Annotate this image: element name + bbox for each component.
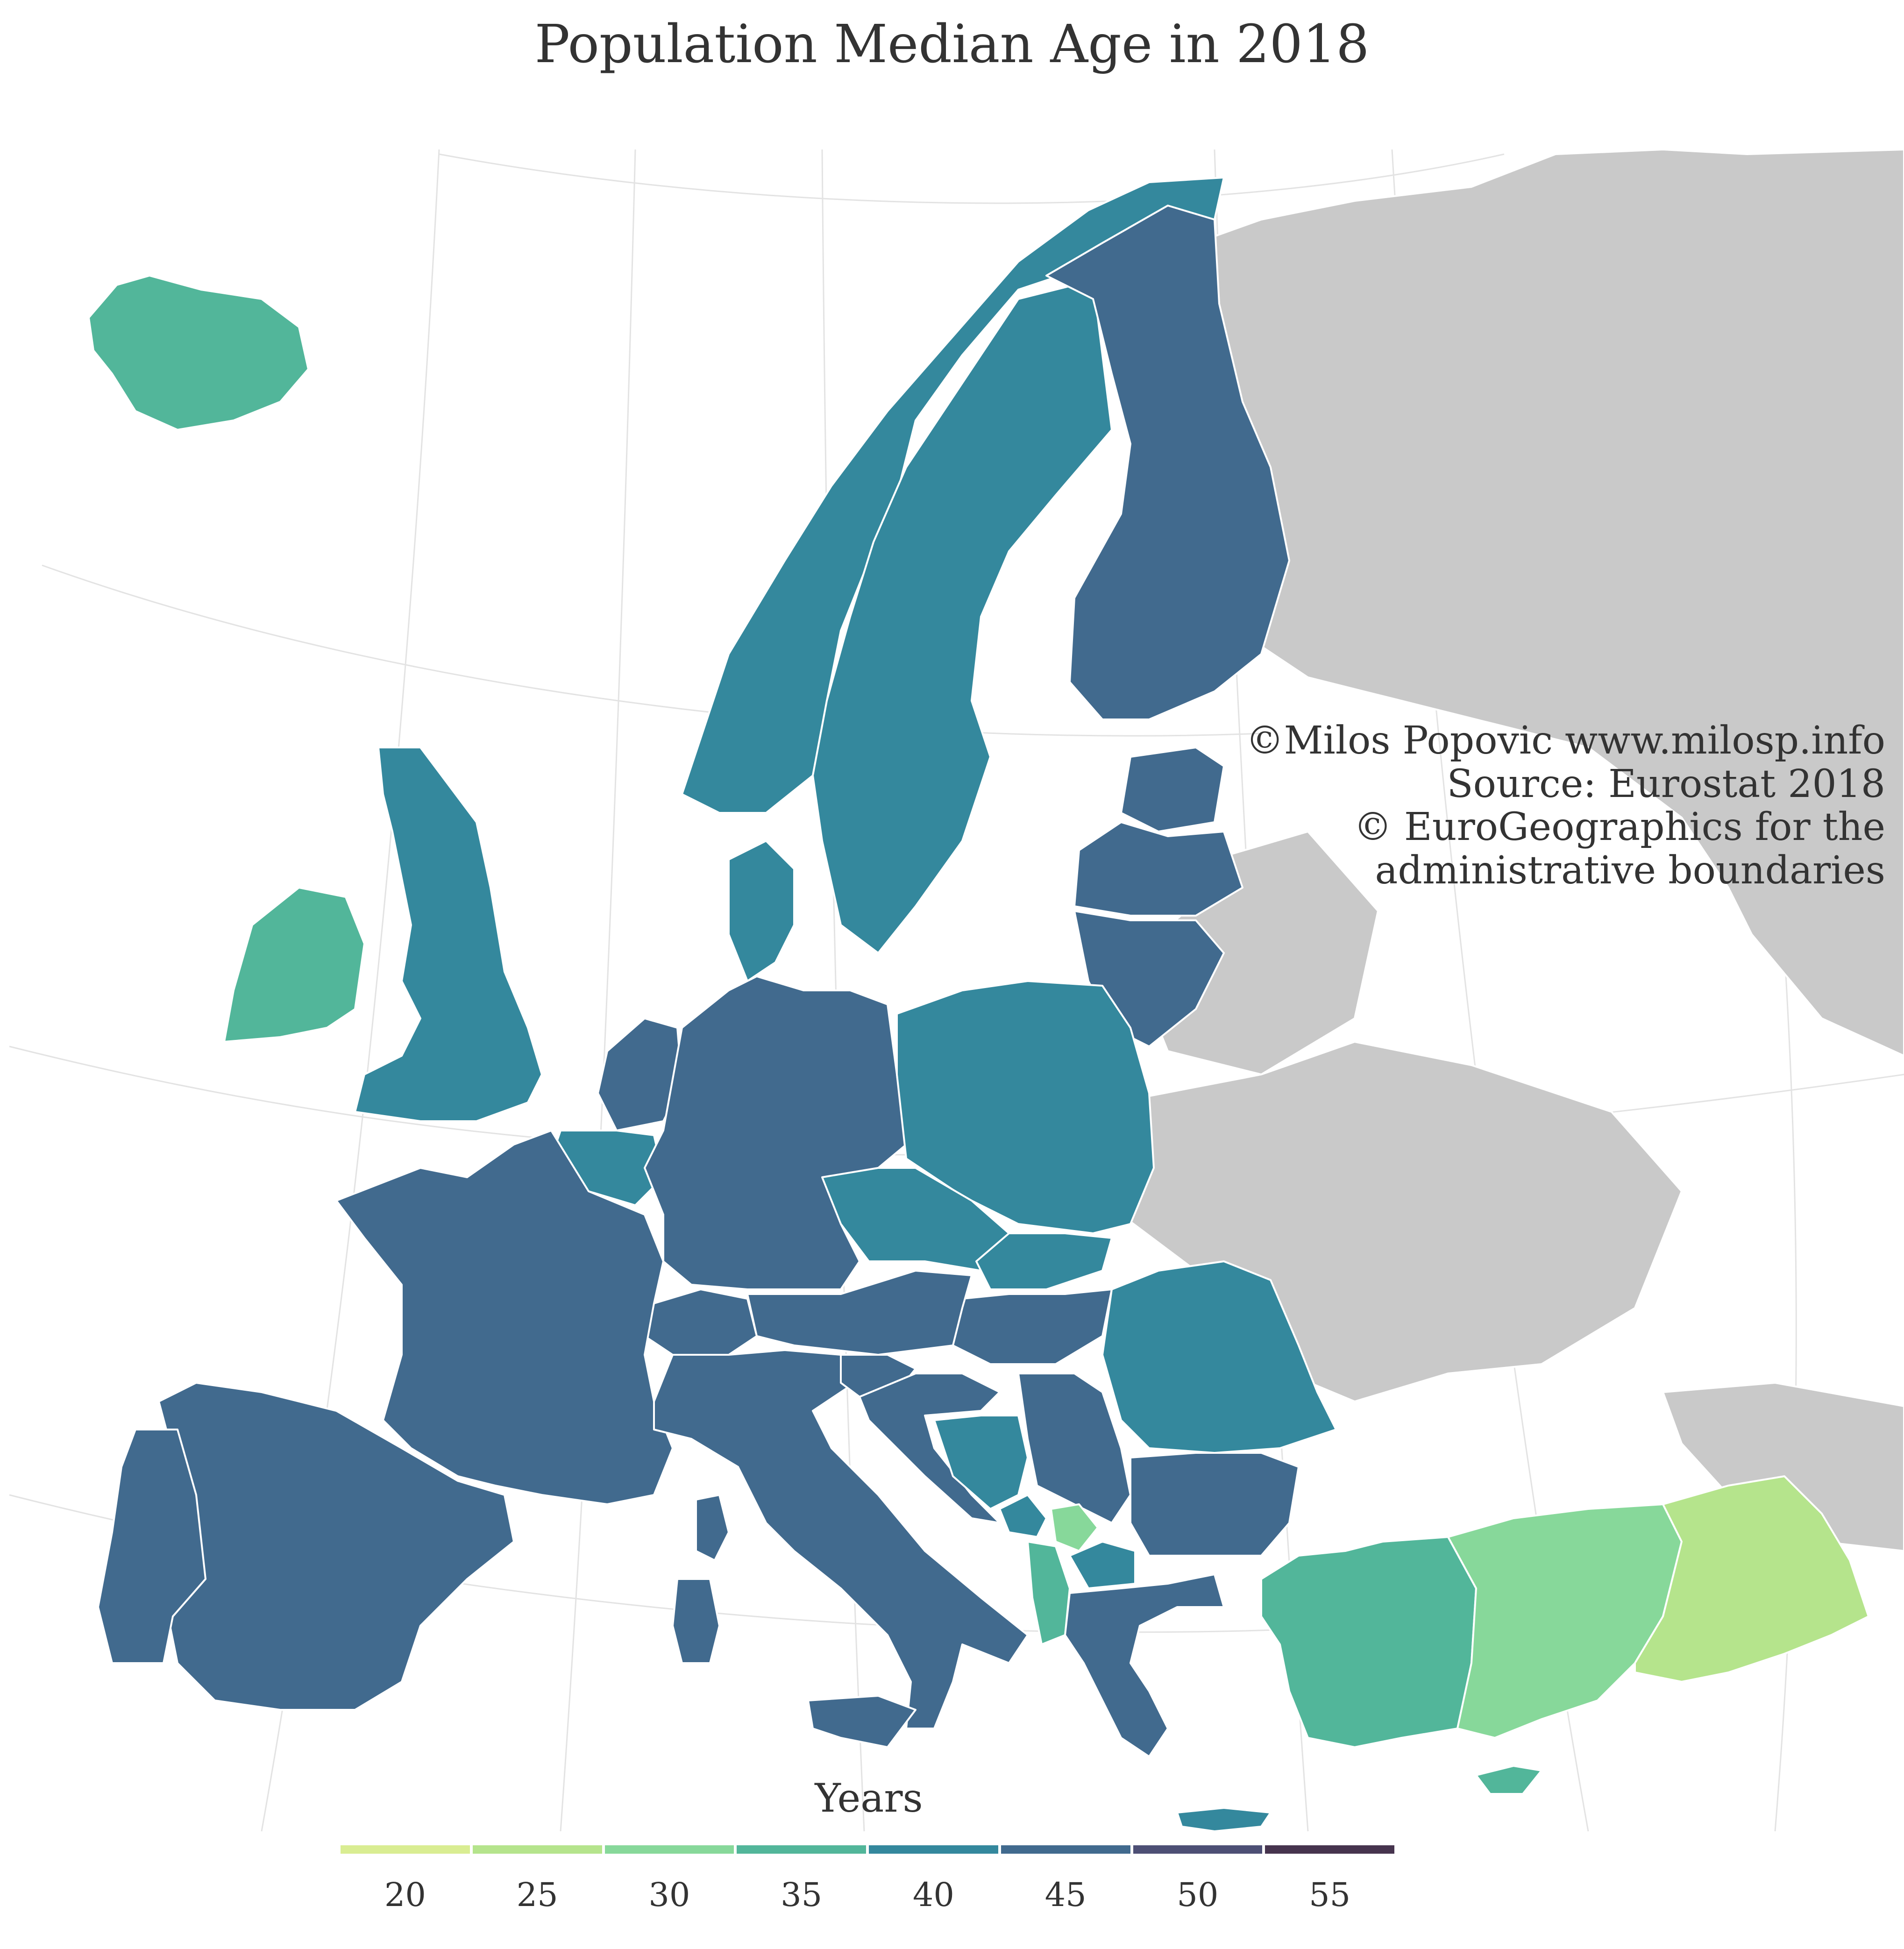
region-sweden[interactable] <box>812 279 1113 954</box>
region-finland[interactable] <box>1045 205 1290 720</box>
region-sardinia[interactable] <box>672 1578 720 1664</box>
legend-swatch <box>1133 1845 1263 1854</box>
region-crete[interactable] <box>1176 1807 1272 1832</box>
region-iceland[interactable] <box>88 275 309 431</box>
caucasus-region <box>1662 1381 1904 1552</box>
region-bosnia[interactable] <box>933 1415 1029 1510</box>
legend-color-bar <box>339 1845 1396 1854</box>
legend-tick-label: 25 <box>516 1876 558 1914</box>
map-title: Population Median Age in 2018 <box>534 14 1370 75</box>
credit-boundaries-cont: administrative boundaries <box>1375 848 1885 893</box>
region-great-britain[interactable] <box>354 747 543 1122</box>
legend-title: Years <box>815 1775 923 1821</box>
region-serbia[interactable] <box>1017 1373 1131 1524</box>
region-north-macedonia[interactable] <box>1069 1541 1136 1589</box>
region-greece[interactable] <box>1064 1573 1225 1757</box>
legend-tick-label: 55 <box>1309 1876 1351 1914</box>
graticule-parallel <box>439 153 1505 204</box>
legend-tick-label: 40 <box>912 1876 954 1914</box>
region-slovakia[interactable] <box>975 1232 1113 1290</box>
region-latvia[interactable] <box>1073 821 1243 917</box>
legend-swatch <box>341 1845 470 1854</box>
legend-tick-label: 20 <box>384 1876 426 1914</box>
legend-swatch <box>1001 1845 1130 1854</box>
legend-swatch <box>604 1845 734 1854</box>
legend-swatch <box>1265 1845 1394 1854</box>
no-data-land <box>1120 148 1904 1552</box>
region-albania[interactable] <box>1027 1541 1071 1645</box>
legend-swatch <box>869 1845 998 1854</box>
legend-tick-label: 30 <box>648 1876 690 1914</box>
region-hungary[interactable] <box>952 1288 1113 1365</box>
region-turkey-west[interactable] <box>1260 1536 1477 1748</box>
legend-tick-label: 50 <box>1177 1876 1219 1914</box>
region-montenegro[interactable] <box>999 1494 1047 1538</box>
region-switzerland[interactable] <box>644 1288 758 1356</box>
region-corsica[interactable] <box>695 1494 730 1561</box>
legend-tick-label: 35 <box>781 1876 823 1914</box>
region-cyprus[interactable] <box>1475 1765 1542 1795</box>
region-bulgaria[interactable] <box>1130 1452 1300 1557</box>
legend-swatch <box>737 1845 866 1854</box>
legend-swatch <box>472 1845 602 1854</box>
region-sicily[interactable] <box>807 1695 916 1748</box>
region-estonia[interactable] <box>1120 747 1225 832</box>
legend-tick-label: 45 <box>1044 1876 1087 1914</box>
region-denmark[interactable] <box>728 840 795 982</box>
region-france[interactable] <box>335 1130 674 1505</box>
credit-boundaries: © EuroGeographics for the <box>1353 805 1885 850</box>
region-turkey-east[interactable] <box>1634 1475 1869 1683</box>
map-credits: ©Milos Popovic www.milosp.info Source: E… <box>1246 719 1885 893</box>
region-turkey-central[interactable] <box>1447 1503 1683 1739</box>
region-portugal[interactable] <box>97 1429 206 1664</box>
region-poland[interactable] <box>896 980 1155 1234</box>
region-ireland[interactable] <box>223 887 365 1043</box>
region-romania[interactable] <box>1101 1260 1337 1454</box>
region-austria[interactable] <box>746 1270 973 1356</box>
graticule-parallel <box>42 564 1262 737</box>
credit-source: Source: Eurostat 2018 <box>1447 761 1885 806</box>
credit-author: ©Milos Popovic www.milosp.info <box>1245 718 1885 763</box>
region-kosovo[interactable] <box>1050 1503 1099 1552</box>
graticule-meridian <box>560 149 636 1832</box>
